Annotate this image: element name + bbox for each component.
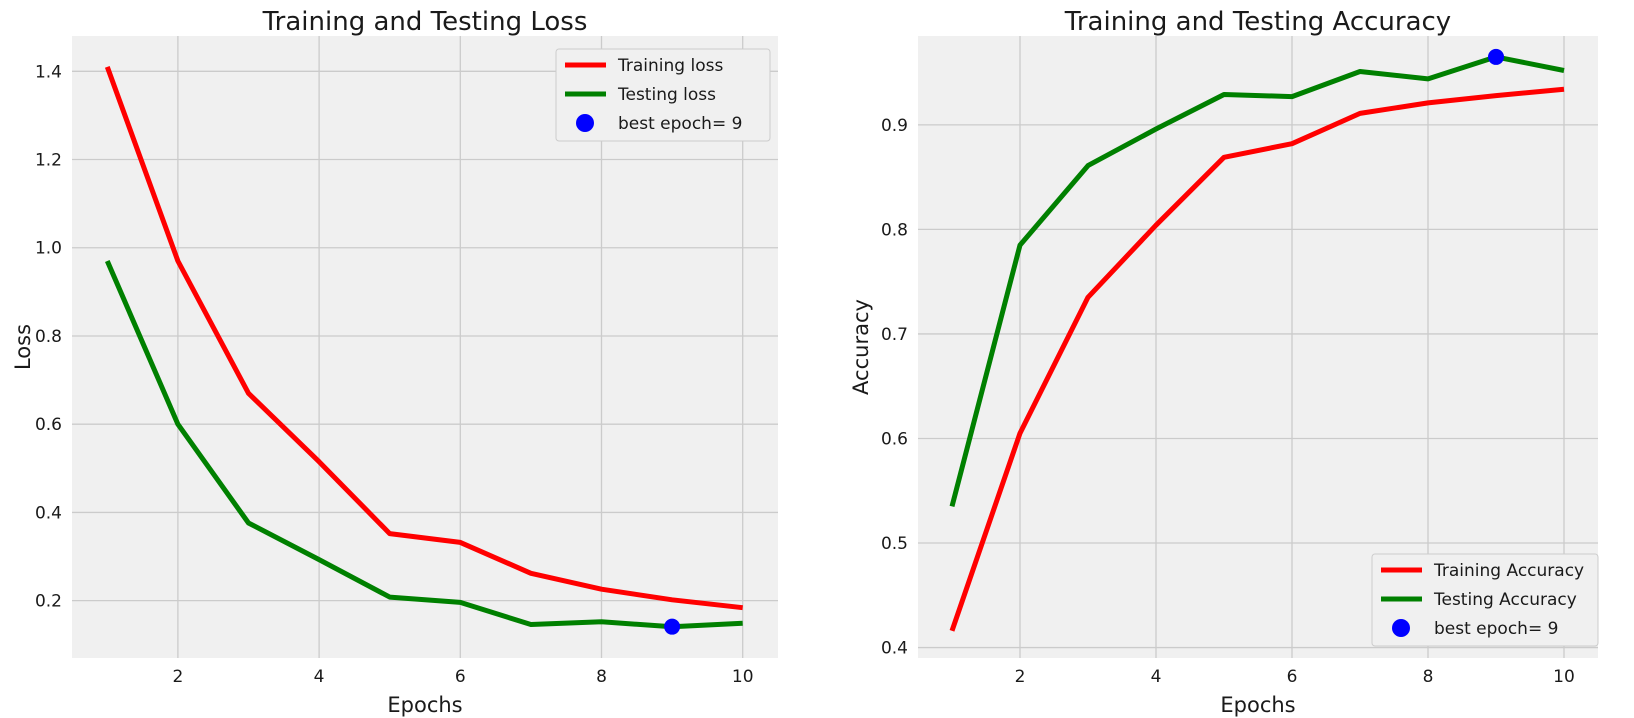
loss-grid [72,36,778,658]
series-line-training-loss [104,66,743,611]
x-tick-label: 2 [172,667,183,687]
legend-swatch-best-epoch [1392,619,1410,637]
best-epoch-marker [664,618,681,635]
loss-legend-box [555,48,771,142]
legend-label-testing-loss: Testing loss [617,85,716,105]
loss-x-axis-label: Epochs [387,693,462,717]
x-tick-label: 4 [1151,667,1162,687]
loss-series-lines [104,66,743,635]
x-tick-label: 10 [1553,667,1575,687]
best-epoch-marker [1488,48,1504,65]
x-tick-label: 6 [1287,667,1298,687]
series-line-testing-accuracy [949,54,1565,508]
loss-tick-labels: 2 4 6 8 10 0.2 0.4 0.6 0.8 1.0 1.2 1.4 [35,62,754,687]
x-tick-label: 4 [314,667,325,687]
accuracy-series-lines [949,48,1565,632]
y-tick-label: 1.4 [35,62,62,82]
accuracy-tick-labels: 2 4 6 8 10 0.4 0.5 0.6 0.7 0.8 0.9 [881,116,1575,687]
legend-label-testing-accuracy: Testing Accuracy [1433,590,1577,610]
loss-chart-title: Training and Testing Loss [262,7,588,37]
series-line-testing-loss [105,260,743,630]
legend-label-best-epoch: best epoch= 9 [618,114,742,134]
y-tick-label: 0.6 [35,415,62,435]
y-tick-label: 0.4 [35,503,62,523]
x-tick-label: 10 [732,667,754,687]
accuracy-legend-box [1371,553,1599,647]
accuracy-legend: Training Accuracy Testing Accuracy best … [1371,553,1599,647]
x-tick-label: 8 [596,667,607,687]
y-tick-label: 1.2 [35,151,62,171]
legend-swatch-best-epoch [576,114,594,132]
y-tick-label: 0.2 [35,592,62,612]
legend-label-training-loss: Training loss [617,56,723,76]
x-tick-label: 8 [1423,667,1434,687]
y-tick-label: 1.0 [35,239,62,259]
loss-chart: 2 4 6 8 10 0.2 0.4 0.6 0.8 1.0 1.2 1.4 Training and… [11,7,778,717]
legend-label-training-accuracy: Training Accuracy [1433,561,1584,581]
x-tick-label: 2 [1015,667,1026,687]
loss-y-axis-label: Loss [11,324,35,370]
y-tick-label: 0.7 [881,325,908,345]
y-tick-label: 0.5 [881,534,908,554]
y-tick-label: 0.4 [881,639,908,659]
accuracy-x-axis-label: Epochs [1220,693,1295,717]
series-line-training-accuracy [949,86,1565,632]
y-tick-label: 0.9 [881,116,908,136]
y-tick-label: 0.8 [35,327,62,347]
y-tick-label: 0.8 [881,220,908,240]
y-tick-label: 0.6 [881,429,908,449]
accuracy-chart: 2 4 6 8 10 0.4 0.5 0.6 0.7 0.8 0.9 Training and Te… [849,7,1599,717]
accuracy-chart-title: Training and Testing Accuracy [1064,7,1451,37]
x-tick-label: 6 [455,667,466,687]
accuracy-y-axis-label: Accuracy [849,299,873,395]
loss-legend: Training loss Testing loss best epoch= 9 [555,48,771,142]
legend-label-best-epoch: best epoch= 9 [1434,619,1558,639]
